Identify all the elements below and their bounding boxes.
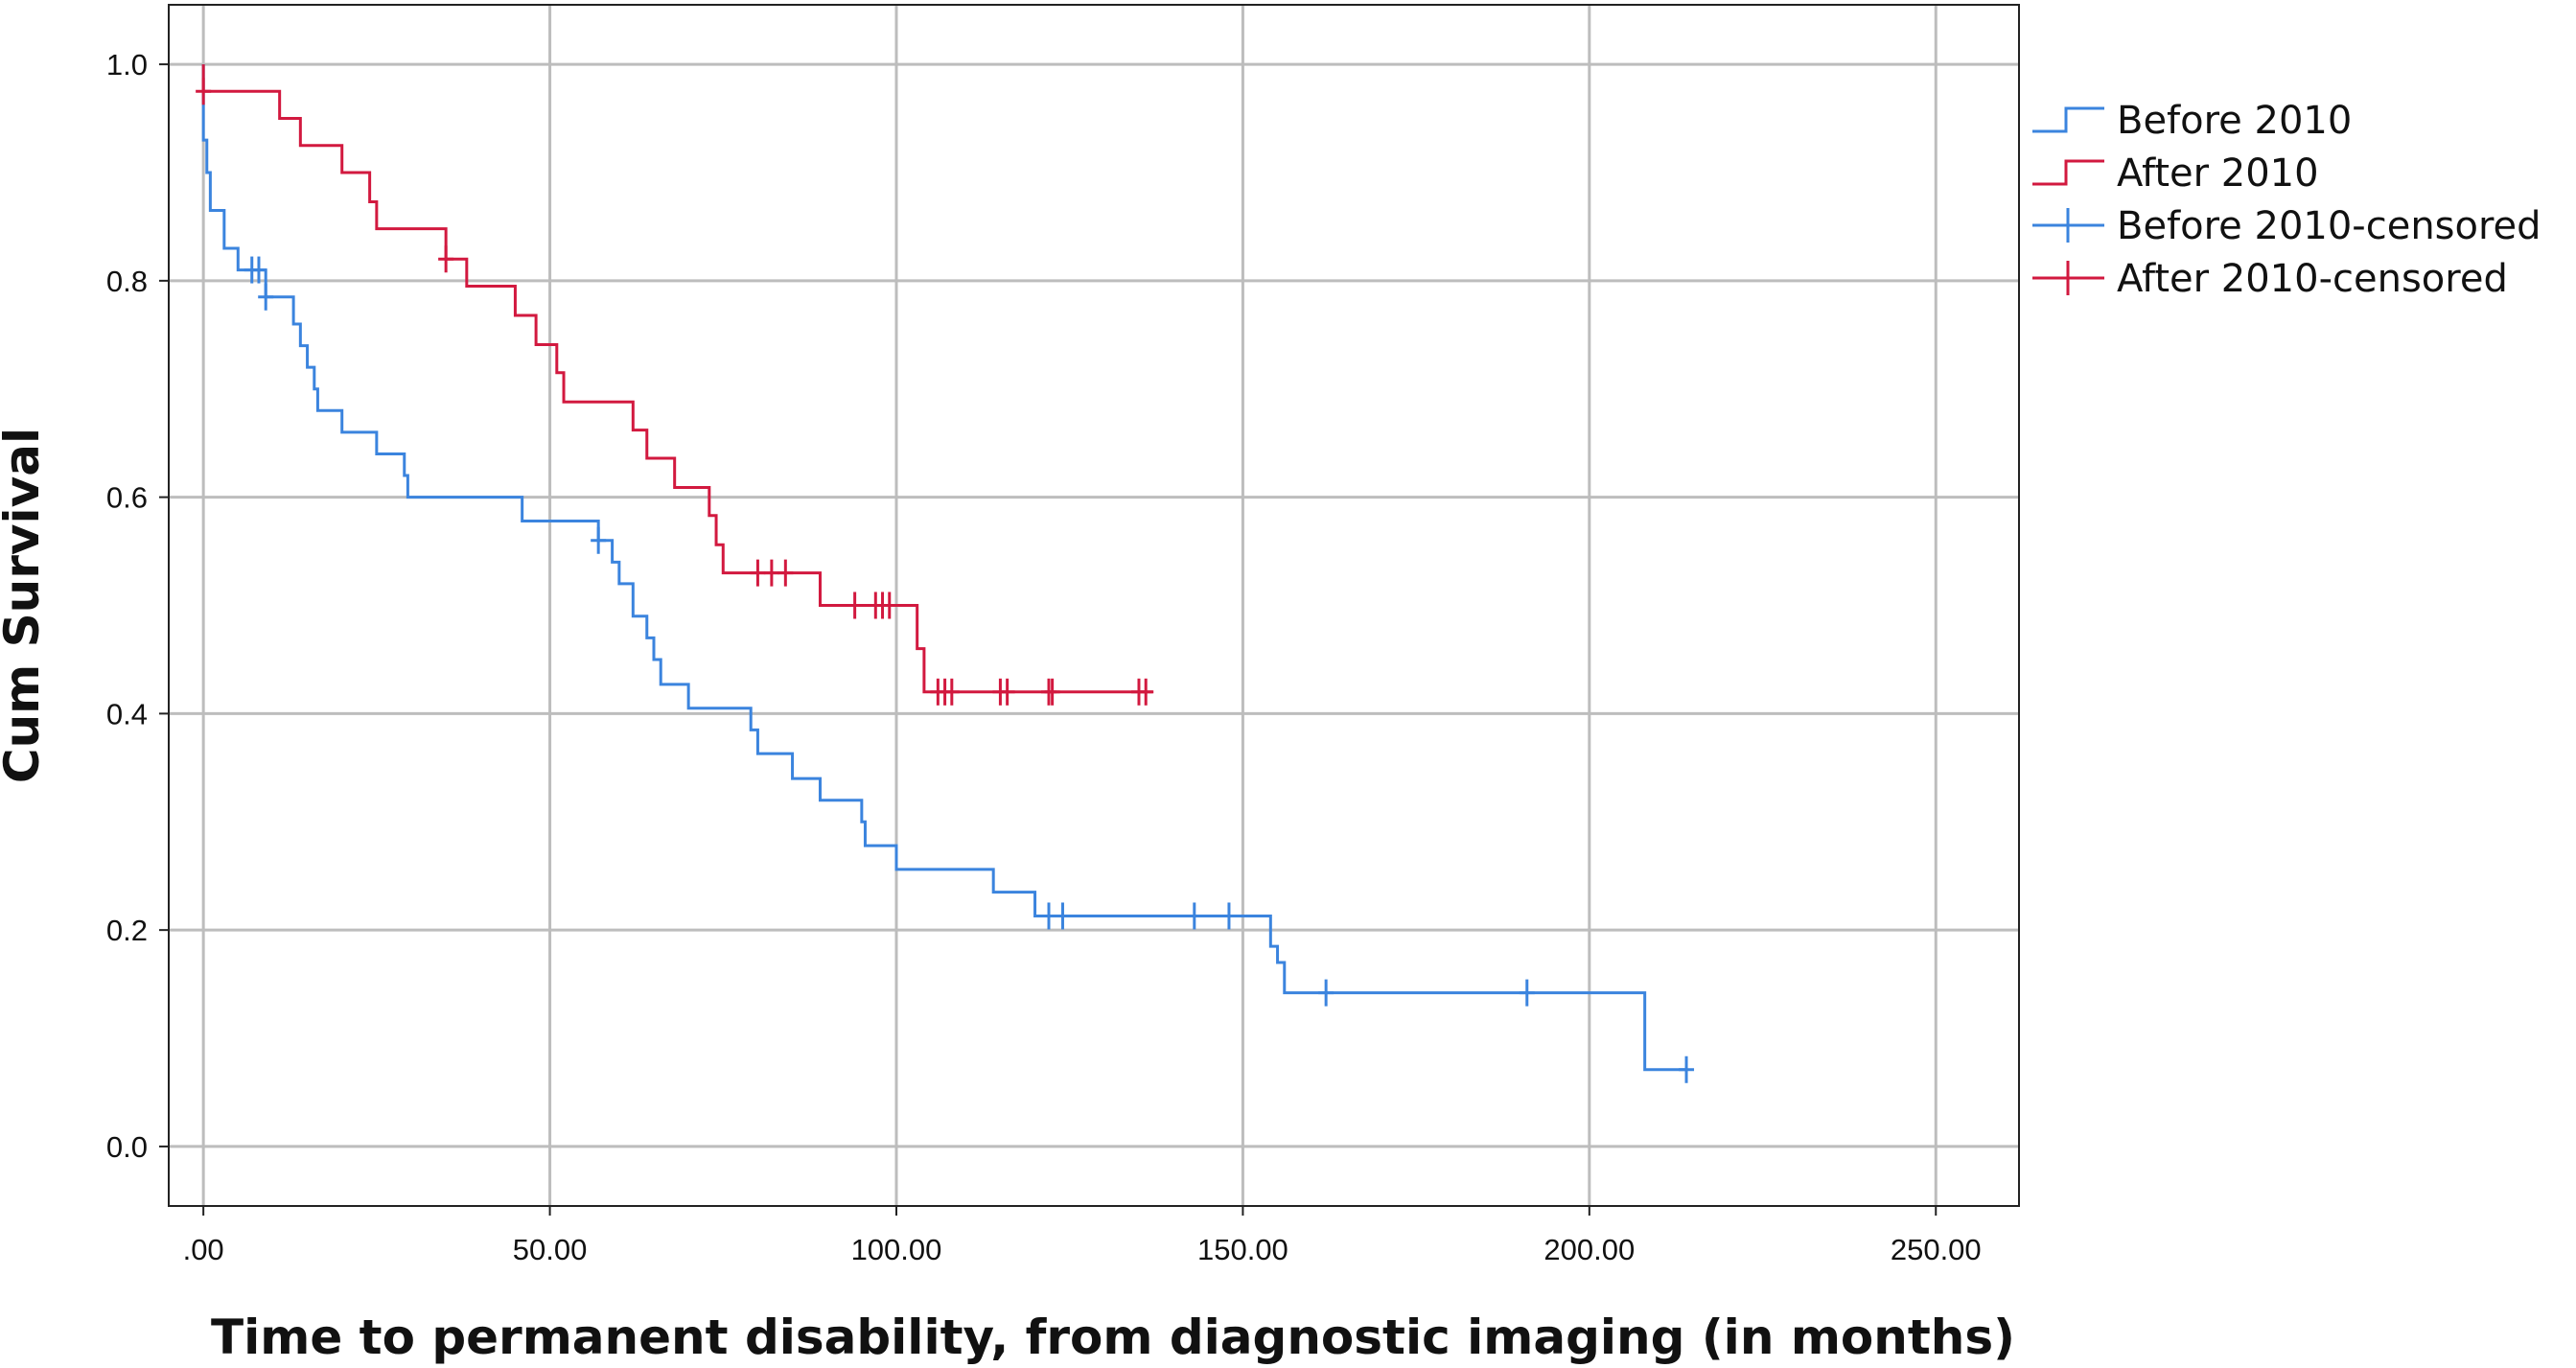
- series-line-before-2010: [201, 64, 1687, 1072]
- series-lines: [201, 64, 1687, 1072]
- axis-ticks: .00 50.00 100.00 150.00 200.00 250.00 0.0 0.2 0.…: [106, 48, 1982, 1266]
- y-axis-title: Cum Survival: [0, 428, 50, 783]
- x-tick-label: 50.00: [513, 1233, 588, 1266]
- y-tick-label: 0.2: [106, 914, 148, 947]
- y-tick-label: 1.0: [106, 48, 148, 81]
- x-tick-label: 200.00: [1543, 1233, 1635, 1266]
- legend-line-swatch: [2032, 106, 2104, 133]
- x-axis-title: Time to permanent disability, from diagn…: [211, 1310, 2015, 1365]
- censor-marks: [196, 78, 1695, 1083]
- x-tick-label: .00: [183, 1233, 224, 1266]
- y-tick-label: 0.6: [106, 481, 148, 515]
- legend-item-label: Before 2010: [2117, 99, 2352, 143]
- legend-item-label: After 2010-censored: [2117, 257, 2508, 301]
- plot-frame: [168, 4, 2020, 1207]
- grid-lines: [169, 5, 2019, 1206]
- y-tick-label: 0.4: [106, 697, 148, 730]
- legend: Before 2010 After 2010 Before 2010-censore…: [2032, 99, 2541, 301]
- series-line-after-2010: [201, 64, 1153, 694]
- legend-item-label: After 2010: [2117, 151, 2319, 196]
- x-tick-label: 250.00: [1891, 1233, 1982, 1266]
- x-tick-label: 100.00: [851, 1233, 942, 1266]
- legend-item-label: Before 2010-censored: [2117, 204, 2541, 248]
- y-tick-label: 0.0: [106, 1130, 148, 1164]
- y-tick-label: 0.8: [106, 265, 148, 298]
- legend-line-swatch: [2032, 159, 2104, 186]
- x-tick-label: 150.00: [1197, 1233, 1288, 1266]
